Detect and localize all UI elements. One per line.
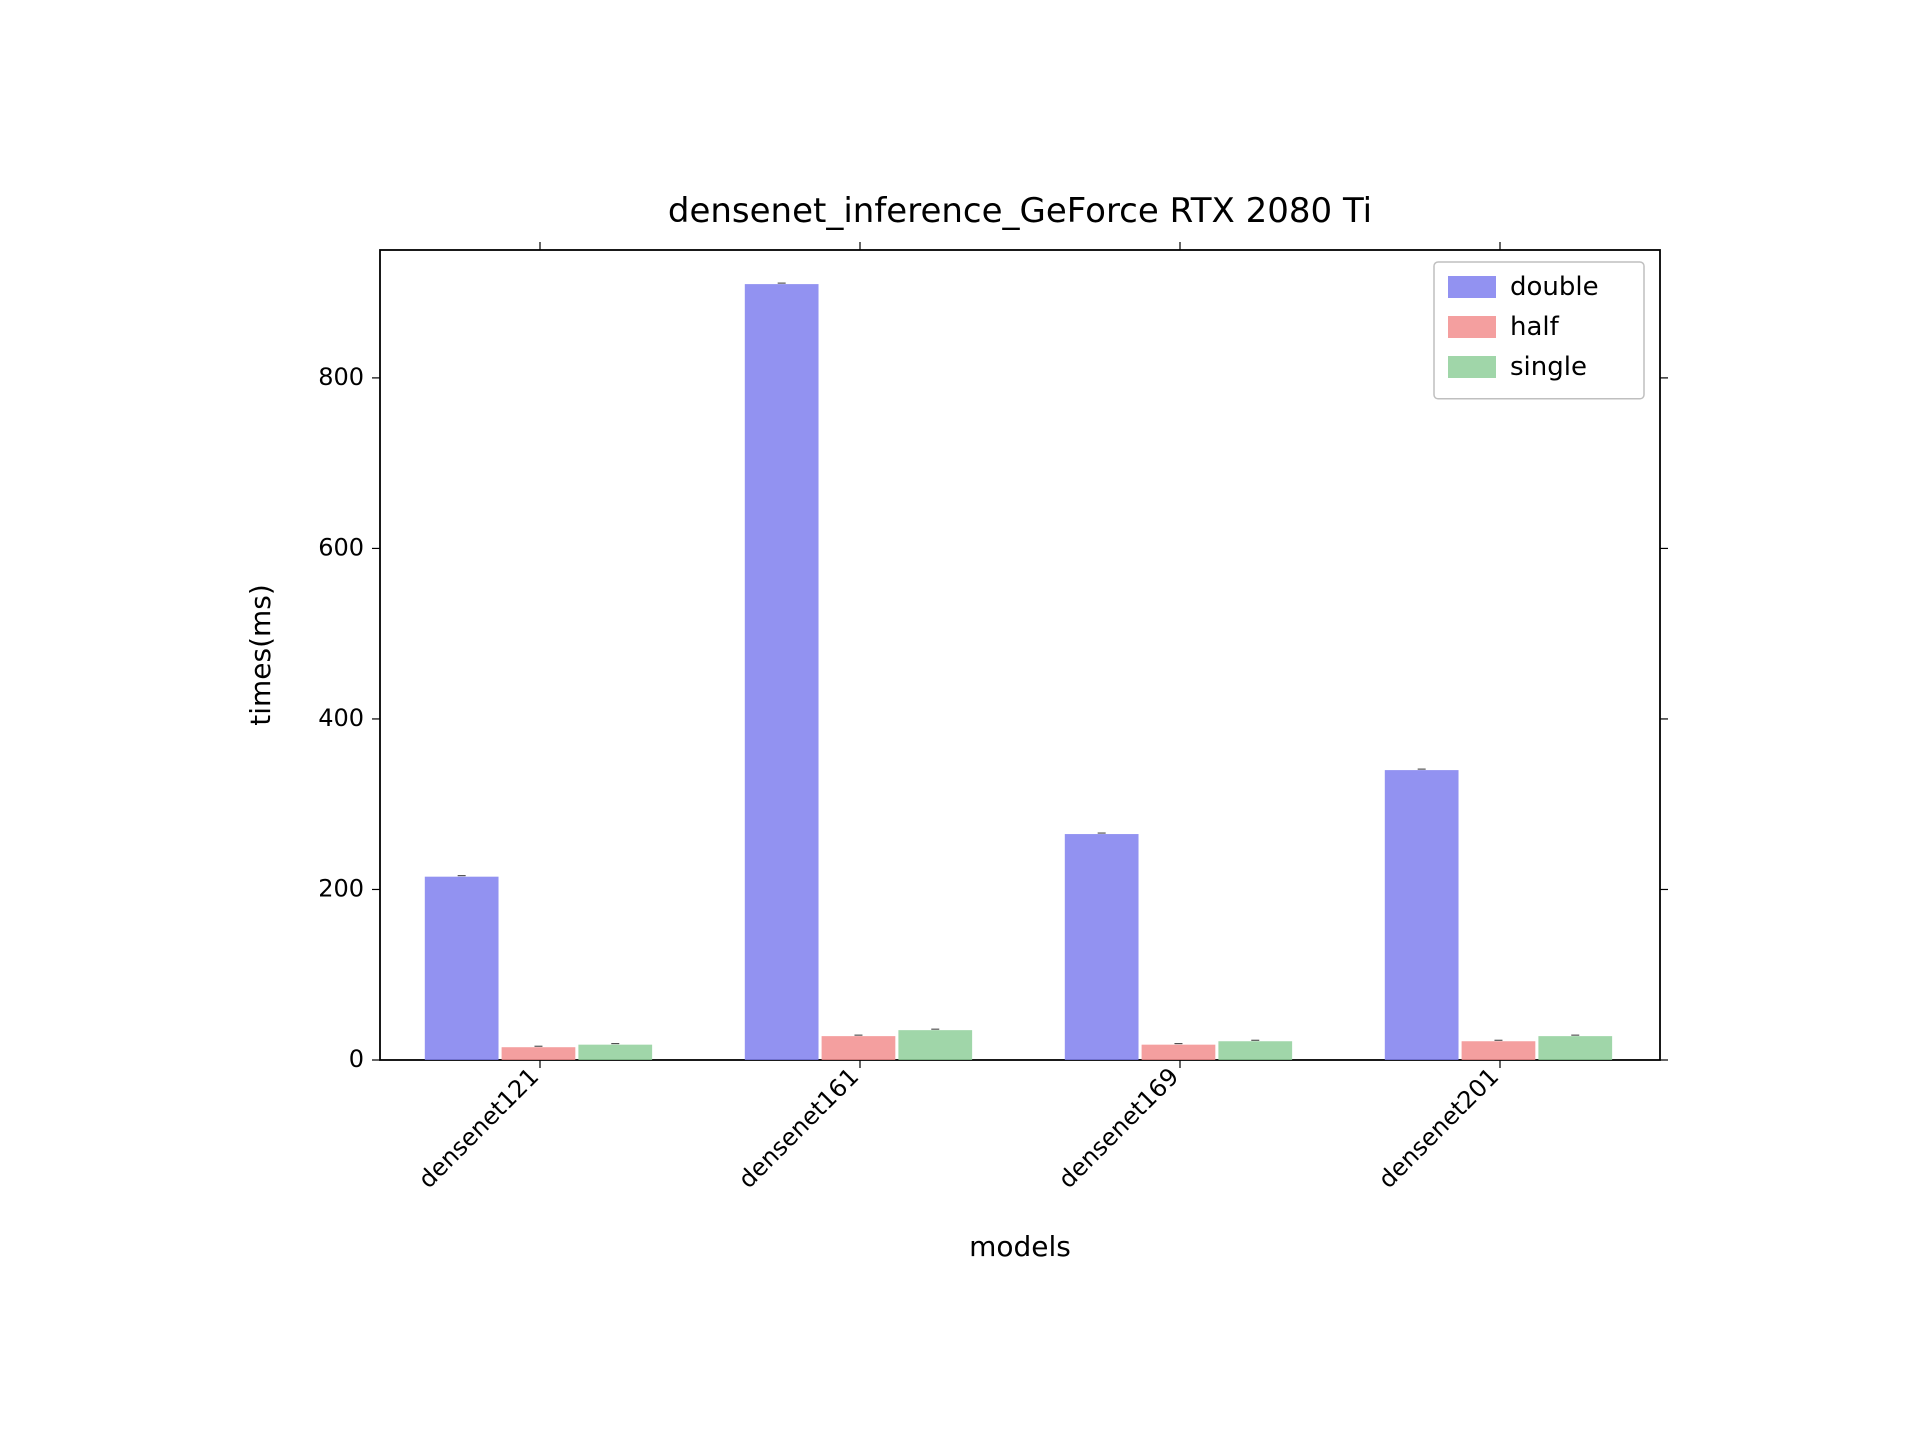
bar-double bbox=[425, 877, 499, 1060]
x-tick-label: densenet121 bbox=[413, 1062, 544, 1193]
x-axis-label: models bbox=[969, 1230, 1071, 1263]
bar-double bbox=[745, 284, 819, 1060]
bar-chart: 0 200 400 600 800 densenet121 densenet161 dense… bbox=[220, 160, 1700, 1280]
bar-double bbox=[1385, 770, 1459, 1060]
bar-half bbox=[822, 1036, 896, 1060]
legend-label-half: half bbox=[1510, 312, 1560, 342]
y-tick-label: 600 bbox=[318, 533, 364, 561]
y-axis-label: times(ms) bbox=[244, 584, 277, 726]
bar-half bbox=[1142, 1045, 1216, 1060]
bar-half bbox=[502, 1047, 576, 1060]
y-tick-label: 400 bbox=[318, 704, 364, 732]
bar-single bbox=[1218, 1041, 1292, 1060]
legend-label-single: single bbox=[1510, 352, 1587, 382]
bar-double bbox=[1065, 834, 1139, 1060]
bar-single bbox=[1538, 1036, 1612, 1060]
x-tick-label: densenet169 bbox=[1053, 1062, 1184, 1193]
x-tick-label: densenet201 bbox=[1373, 1062, 1504, 1193]
bar-half bbox=[1462, 1041, 1536, 1060]
y-tick-label: 800 bbox=[318, 363, 364, 391]
chart-container: 0 200 400 600 800 densenet121 densenet161 dense… bbox=[220, 160, 1700, 1280]
legend-swatch-half bbox=[1448, 316, 1496, 338]
x-tick-label: densenet161 bbox=[733, 1062, 864, 1193]
legend-label-double: double bbox=[1510, 272, 1599, 302]
bar-single bbox=[578, 1045, 652, 1060]
legend-swatch-double bbox=[1448, 276, 1496, 298]
y-tick-label: 200 bbox=[318, 874, 364, 902]
legend-swatch-single bbox=[1448, 356, 1496, 378]
bar-single bbox=[898, 1030, 972, 1060]
chart-title: densenet_inference_GeForce RTX 2080 Ti bbox=[668, 191, 1372, 231]
y-tick-label: 0 bbox=[349, 1045, 364, 1073]
